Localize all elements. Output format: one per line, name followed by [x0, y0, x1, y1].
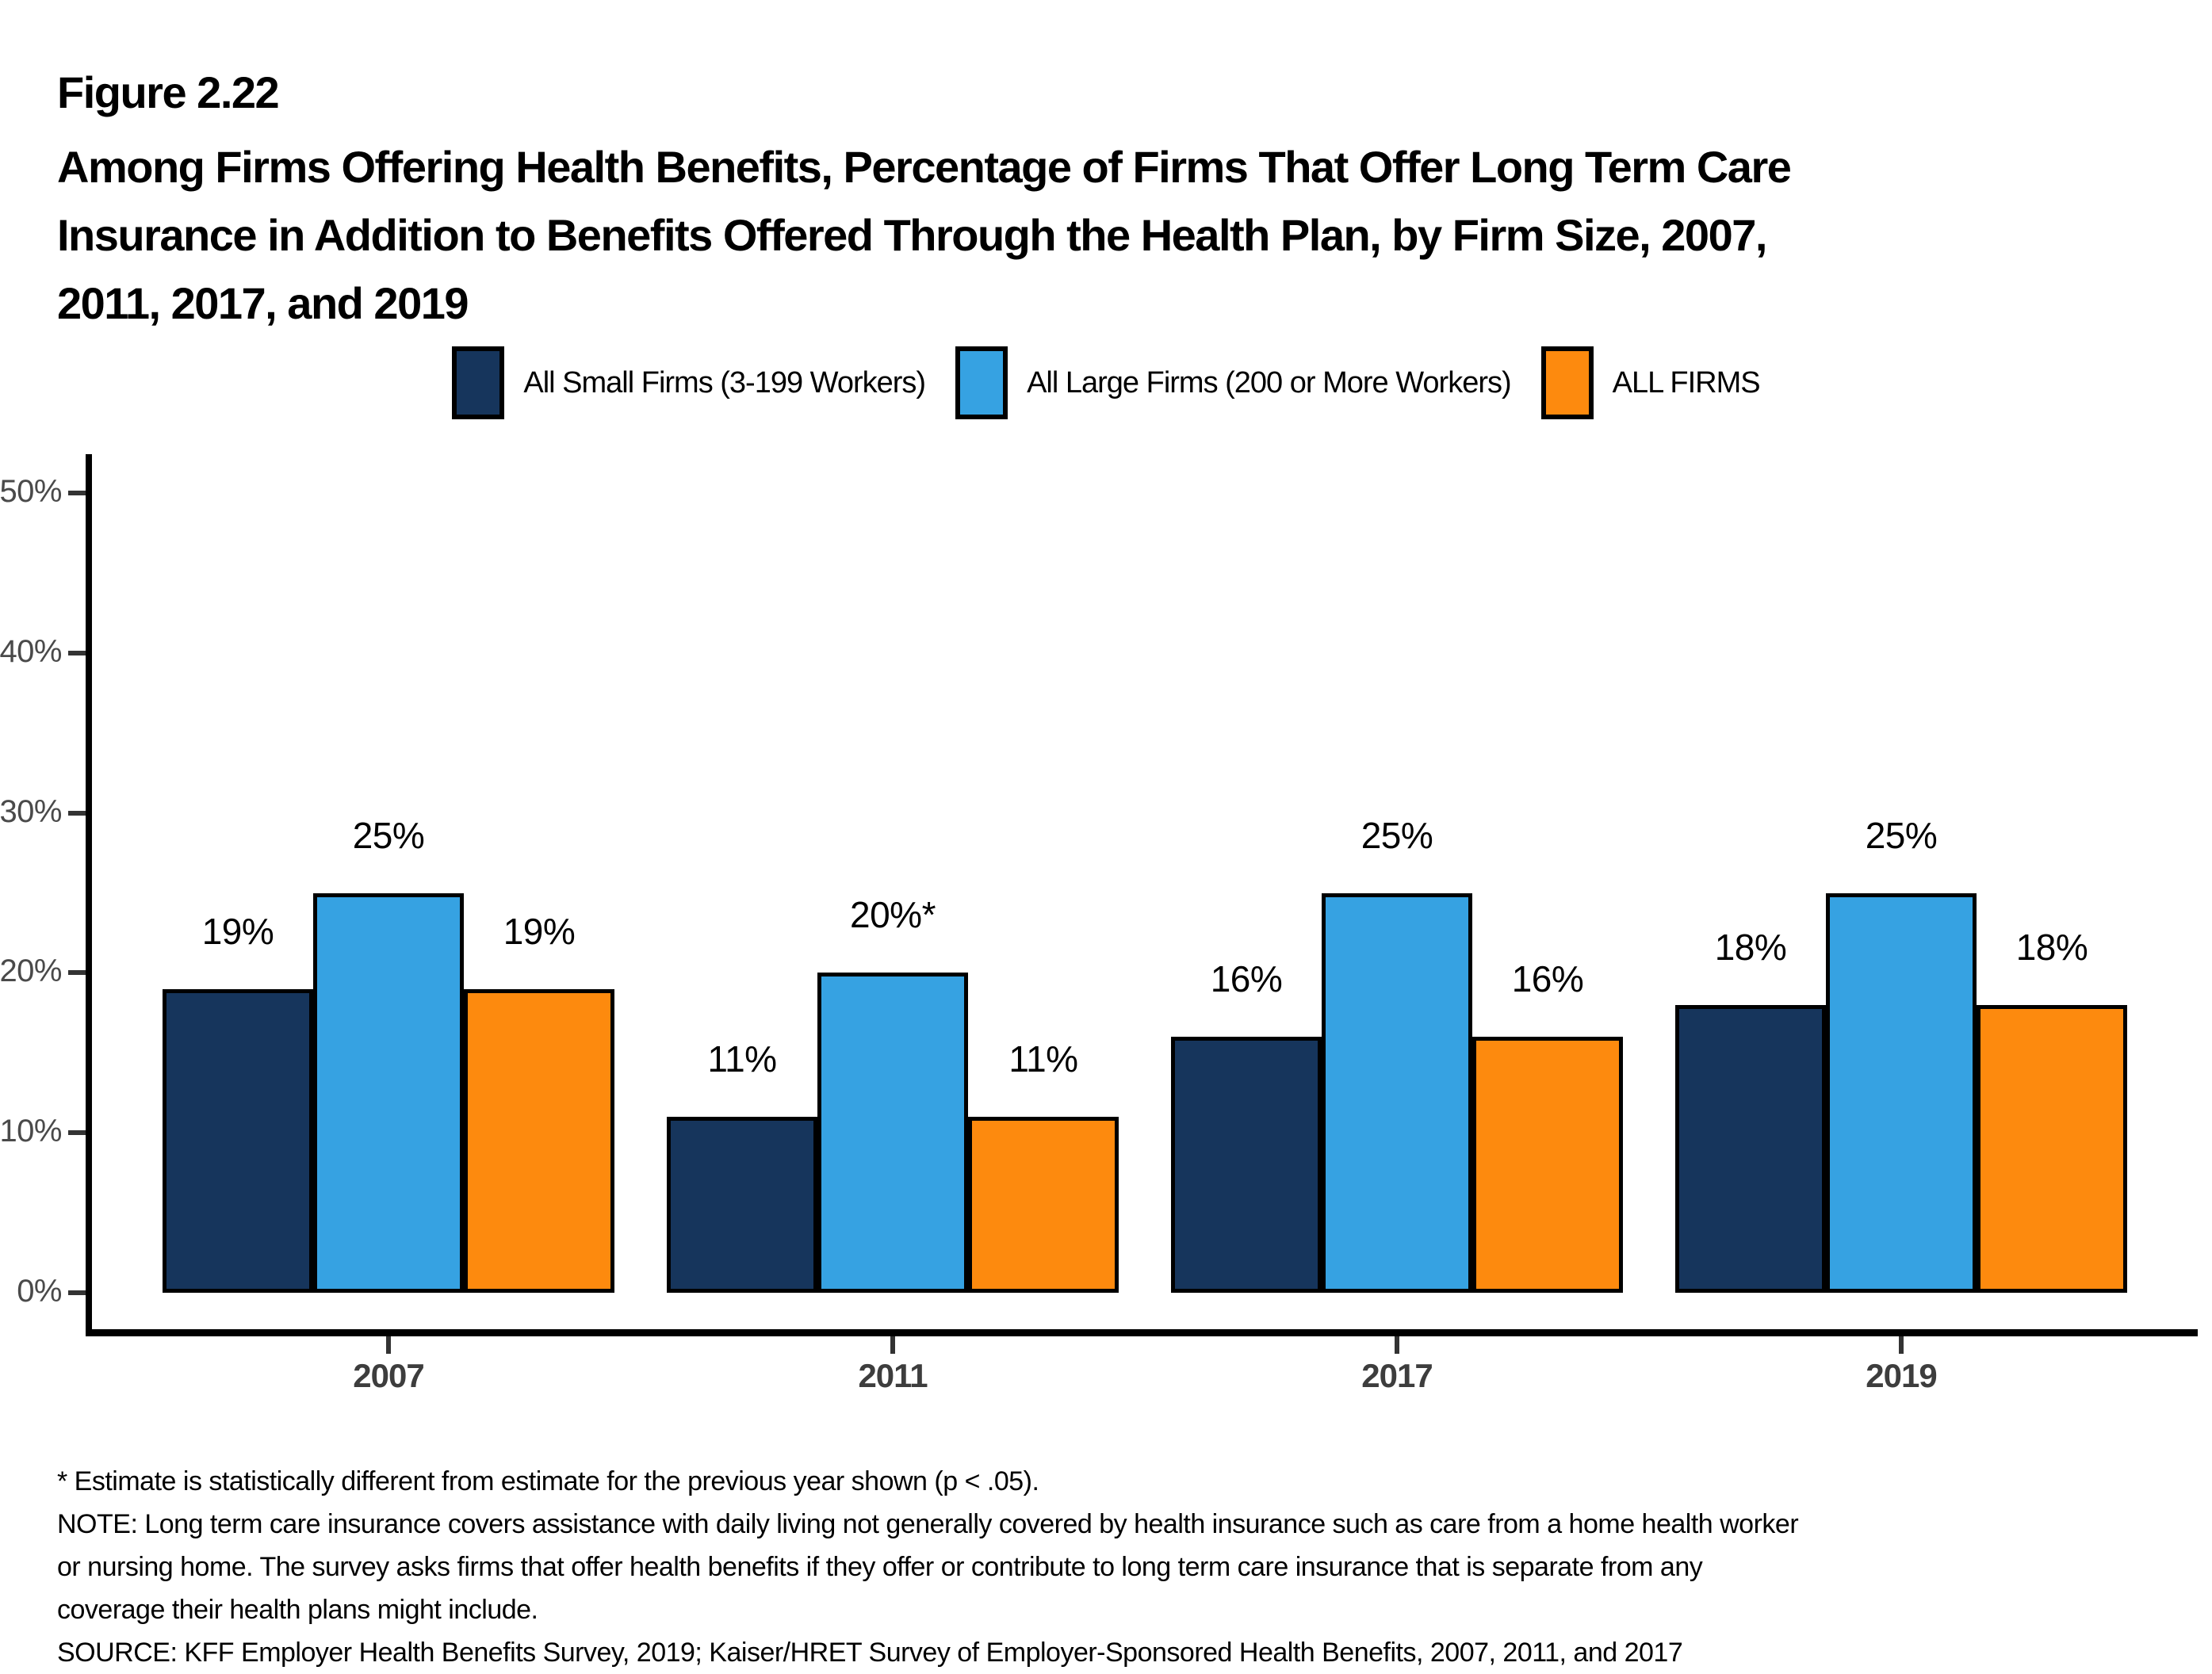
legend-swatch-icon: [955, 346, 1008, 419]
y-tick-label: 40%: [0, 633, 63, 669]
y-axis-line: [86, 454, 92, 1336]
bar-value-label: 11%: [1008, 1038, 1078, 1080]
bar-value-label: 25%: [352, 814, 425, 856]
y-tick-label: 20%: [0, 954, 63, 989]
figure-title-line-2: Insurance in Addition to Benefits Offere…: [57, 210, 1767, 260]
bar-value-label: 19%: [503, 910, 576, 952]
x-tick-mark: [890, 1336, 895, 1354]
bar-value-label: 25%: [1865, 814, 1938, 856]
bar-value-label: 18%: [2015, 926, 2088, 968]
x-axis-line: [86, 1329, 2198, 1336]
x-tick-label-2011: 2011: [858, 1357, 928, 1394]
bar-value-label: 16%: [1511, 958, 1584, 1000]
legend-swatch-icon: [1540, 346, 1594, 419]
legend-item-2: All Large Firms (200 or More Workers): [955, 346, 1512, 419]
bar-value-label: 25%: [1360, 814, 1433, 856]
footnote-note-line-2: or nursing home. The survey asks firms t…: [57, 1552, 1703, 1582]
x-tick-mark: [1395, 1336, 1399, 1354]
footnote-note-line-1: NOTE: Long term care insurance covers as…: [57, 1509, 1799, 1539]
y-tick-mark: [68, 1290, 86, 1295]
bar-2019-series-3: [1977, 1004, 2127, 1293]
bar-value-label: 20%*: [850, 894, 936, 936]
figure-label: Figure 2.22: [57, 67, 280, 117]
bar-2007-series-2: [313, 892, 464, 1293]
bar-2011-series-1: [667, 1117, 817, 1293]
x-tick-mark: [386, 1336, 391, 1354]
footnote-asterisk: * Estimate is statistically different fr…: [57, 1466, 1039, 1496]
footnotes: * Estimate is statistically different fr…: [57, 1460, 1799, 1674]
y-tick-label: 0%: [17, 1274, 62, 1309]
figure-title-line-1: Among Firms Offering Health Benefits, Pe…: [57, 142, 1792, 192]
legend-label: All Small Firms (3-199 Workers): [523, 365, 926, 399]
y-tick-label: 30%: [0, 793, 63, 829]
figure-title-line-3: 2011, 2017, and 2019: [57, 278, 469, 328]
legend-item-1: All Small Firms (3-199 Workers): [452, 346, 926, 419]
bar-2007-series-3: [464, 988, 614, 1293]
footnote-note-line-3: coverage their health plans might includ…: [57, 1595, 538, 1625]
bar-2011-series-3: [968, 1117, 1119, 1293]
y-tick-mark: [68, 1130, 86, 1136]
y-tick-mark: [68, 970, 86, 976]
y-tick-mark: [68, 650, 86, 655]
x-tick-mark: [1899, 1336, 1904, 1354]
y-tick-mark: [68, 491, 86, 495]
x-tick-label-2017: 2017: [1361, 1357, 1433, 1394]
bar-value-label: 11%: [707, 1038, 777, 1080]
y-tick-label: 10%: [0, 1114, 63, 1149]
legend-label: All Large Firms (200 or More Workers): [1027, 365, 1512, 399]
bar-2019-series-1: [1675, 1004, 1826, 1293]
bar-2017-series-3: [1472, 1037, 1623, 1293]
bar-2019-series-2: [1826, 892, 1977, 1293]
legend: All Small Firms (3-199 Workers) All Large…: [0, 346, 2212, 419]
legend-item-3: ALL FIRMS: [1540, 346, 1761, 419]
bar-value-label: 16%: [1210, 958, 1283, 1000]
bar-2017-series-2: [1322, 892, 1472, 1293]
bar-value-label: 18%: [1714, 926, 1787, 968]
legend-swatch-icon: [452, 346, 505, 419]
bar-value-label: 19%: [201, 910, 274, 952]
bar-2011-series-2: [817, 973, 968, 1293]
y-tick-label: 50%: [0, 474, 63, 509]
legend-label: ALL FIRMS: [1612, 365, 1761, 399]
figure-title: Among Firms Offering Health Benefits, Pe…: [57, 133, 1792, 338]
x-tick-label-2007: 2007: [353, 1357, 424, 1394]
x-tick-label-2019: 2019: [1866, 1357, 1937, 1394]
footnote-source: SOURCE: KFF Employer Health Benefits Sur…: [57, 1638, 1683, 1668]
y-tick-mark: [68, 810, 86, 816]
bar-2017-series-1: [1171, 1037, 1322, 1293]
bar-2007-series-1: [163, 988, 313, 1293]
